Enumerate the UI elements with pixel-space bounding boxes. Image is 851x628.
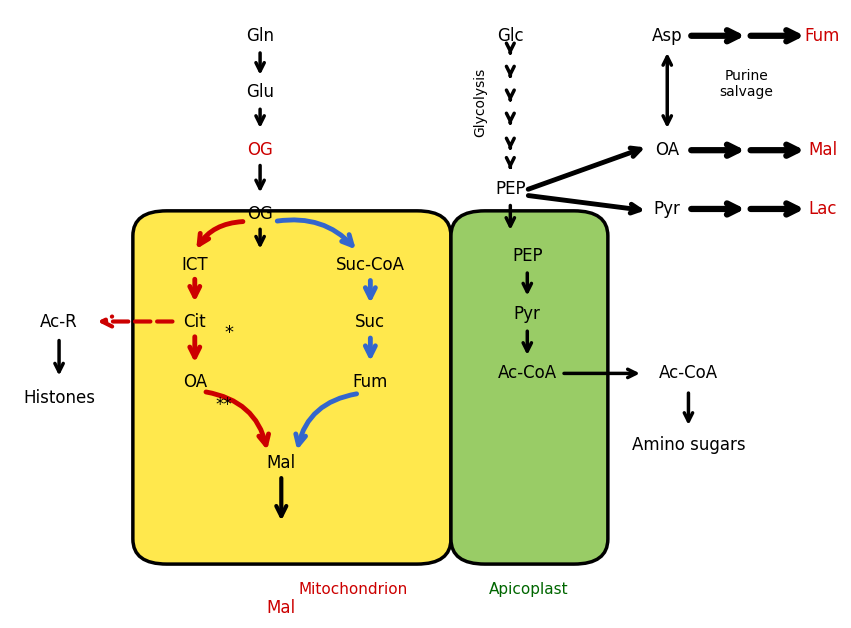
Text: Purine
salvage: Purine salvage — [719, 69, 773, 99]
Text: PEP: PEP — [512, 247, 543, 266]
FancyArrowPatch shape — [277, 220, 352, 246]
Text: Glc: Glc — [497, 27, 523, 45]
Text: Pyr: Pyr — [514, 305, 540, 323]
Text: OA: OA — [655, 141, 679, 159]
Text: Gln: Gln — [246, 27, 274, 45]
FancyArrowPatch shape — [206, 392, 269, 445]
Text: Glycolysis: Glycolysis — [473, 68, 487, 138]
Text: Ac-CoA: Ac-CoA — [659, 364, 718, 382]
Text: Asp: Asp — [652, 27, 683, 45]
FancyArrowPatch shape — [296, 394, 357, 445]
Text: Glu: Glu — [246, 83, 274, 101]
Text: ICT: ICT — [181, 256, 208, 274]
Text: Suc: Suc — [356, 313, 386, 330]
Text: Apicoplast: Apicoplast — [489, 582, 568, 597]
FancyBboxPatch shape — [133, 211, 451, 564]
Text: Pyr: Pyr — [654, 200, 681, 218]
Text: OG: OG — [247, 141, 273, 159]
Text: PEP: PEP — [495, 180, 526, 198]
Text: Suc-CoA: Suc-CoA — [336, 256, 405, 274]
Text: Mitochondrion: Mitochondrion — [299, 582, 408, 597]
Text: Cit: Cit — [184, 313, 206, 330]
Text: Amino sugars: Amino sugars — [631, 436, 745, 454]
Text: Lac: Lac — [808, 200, 837, 218]
Text: Mal: Mal — [266, 454, 296, 472]
Text: Ac-CoA: Ac-CoA — [498, 364, 557, 382]
Text: Fum: Fum — [805, 27, 840, 45]
Text: Mal: Mal — [266, 599, 296, 617]
Text: OG: OG — [247, 205, 273, 223]
Text: OA: OA — [183, 372, 207, 391]
Text: **: ** — [215, 396, 232, 414]
Text: Histones: Histones — [23, 389, 95, 408]
Text: Mal: Mal — [808, 141, 837, 159]
Text: *: * — [224, 324, 233, 342]
FancyArrowPatch shape — [199, 222, 243, 244]
Text: Ac-R: Ac-R — [40, 313, 78, 330]
Text: Fum: Fum — [352, 372, 388, 391]
FancyBboxPatch shape — [451, 211, 608, 564]
